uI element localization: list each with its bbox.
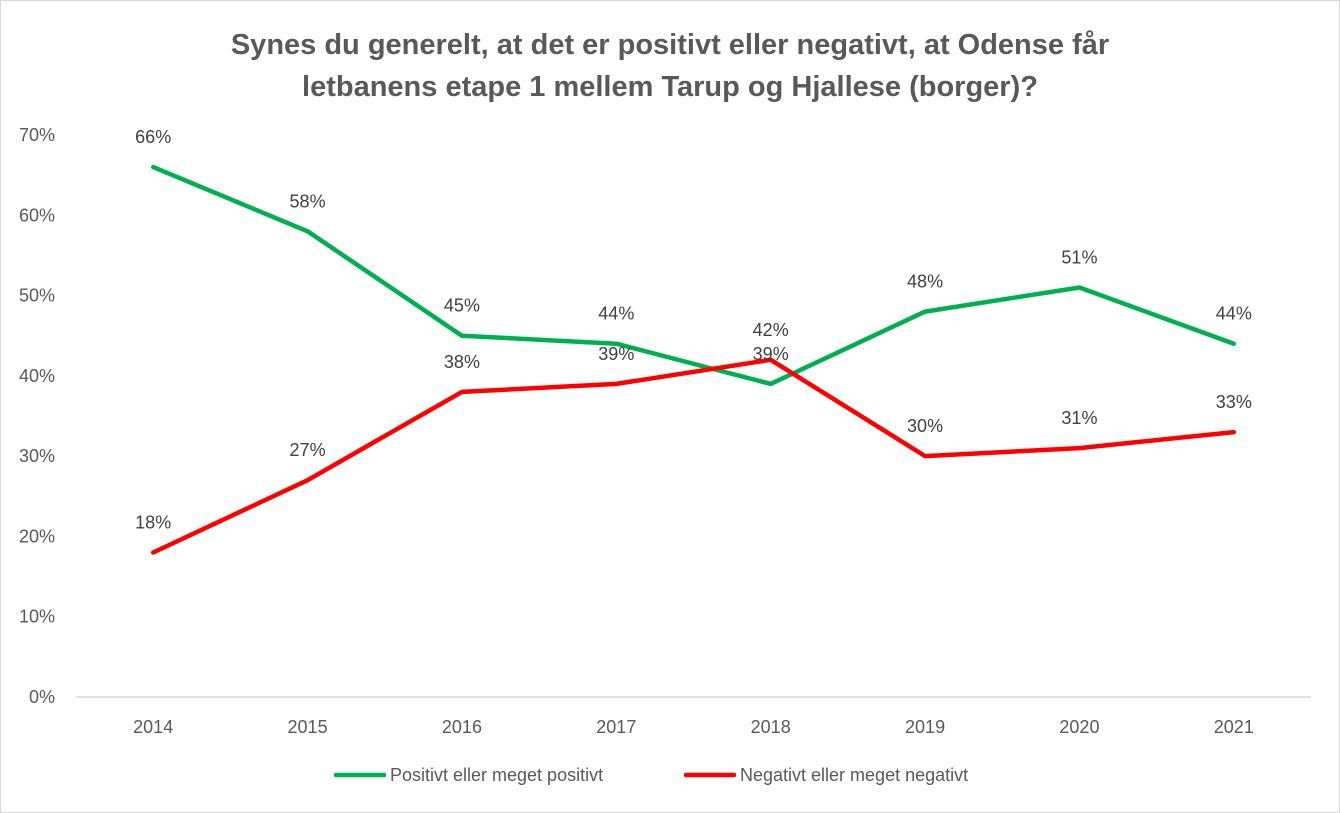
y-tick-label: 50% [19,286,55,306]
x-tick-label: 2017 [596,717,636,737]
x-tick-label: 2021 [1214,717,1254,737]
y-tick-label: 30% [19,446,55,466]
data-label: 51% [1061,248,1097,268]
data-label: 31% [1061,408,1097,428]
series-line-2 [150,357,1237,555]
data-label: 44% [1216,304,1252,324]
x-tick-label: 2016 [442,717,482,737]
data-labels: 66% 58% 45% 44% 39% 48% 51% 44% 18% 27% 38% 39% 42% 3… [135,127,1252,532]
series-line-1 [150,164,1237,387]
data-label: 58% [290,191,326,211]
data-label: 30% [907,416,943,436]
chart-title: Synes du generelt, at det er positivt el… [0,24,1340,108]
data-label: 48% [907,272,943,292]
chart-title-line-2: letbanens etape 1 mellem Tarup og Hjalle… [302,71,1038,103]
x-tick-label: 2018 [751,717,791,737]
legend-label: Positivt eller meget positivt [390,765,603,785]
data-label: 44% [598,304,634,324]
data-label: 42% [753,320,789,340]
legend-label: Negativt eller meget negativt [740,765,968,785]
x-tick-label: 2015 [288,717,328,737]
chart-title-line-1: Synes du generelt, at det er positivt el… [230,29,1110,61]
data-label: 18% [135,512,171,532]
y-tick-label: 10% [19,607,55,627]
x-tick-label: 2019 [905,717,945,737]
data-label: 38% [444,352,480,372]
y-tick-label: 70% [19,125,55,145]
x-tick-label: 2014 [133,717,173,737]
data-label: 45% [444,296,480,316]
y-tick-label: 20% [19,526,55,546]
x-tick-label: 2020 [1059,717,1099,737]
y-tick-label: 0% [29,687,55,707]
data-label: 27% [290,440,326,460]
data-label: 33% [1216,392,1252,412]
data-label: 66% [135,127,171,147]
series-lines [150,164,1237,555]
data-label: 39% [753,344,789,364]
legend: Positivt eller meget positivt Negativt el… [333,765,968,785]
axes: 0% 10% 20% 30% 40% 50% 60% 70% 2014 2015 2016 2017 2… [19,125,1311,737]
y-tick-label: 60% [19,205,55,225]
y-tick-label: 40% [19,366,55,386]
data-label: 39% [598,344,634,364]
